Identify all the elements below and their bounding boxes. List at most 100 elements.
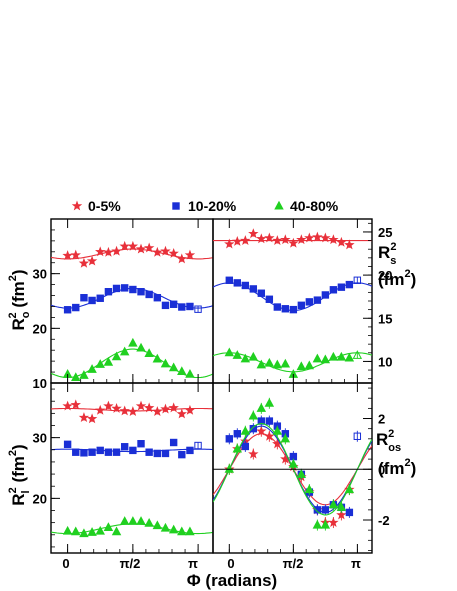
y-tick-label: 2 [378,412,385,427]
data-point [312,519,323,529]
y-tick-label: 30 [33,431,47,446]
data-point [152,246,163,257]
legend-marker [172,202,180,210]
legend-triangle-icon [274,200,284,210]
svg-text:(fm2): (fm2) [378,457,416,478]
x-tick-labels: 0 π/2 π 0 π/2 π [62,556,361,571]
data-point [313,506,322,514]
data-point [152,520,163,530]
data-point [265,417,274,425]
data-point [87,527,97,536]
data-point [194,441,202,450]
legend: 0-5% 10-20% 40-80% [71,198,339,214]
data-point [119,346,130,356]
svg-text:Ro2 (fm2): Ro2 (fm2) [7,269,32,330]
data-point [136,342,146,352]
data-point [336,502,347,511]
data-point [136,516,146,525]
y-tick-label: 0 [378,462,385,477]
data-point [264,232,275,243]
data-point [272,359,283,369]
series-40-80% [51,337,213,382]
data-point [119,516,130,525]
svg-text:Ros2: Ros2 [376,428,401,454]
data-point [104,448,113,456]
data-point [288,237,299,248]
data-point [62,400,73,411]
plot-area [213,397,372,531]
data-point [241,281,250,290]
data-point [178,450,186,459]
data-point [320,519,331,529]
data-point [248,448,259,459]
data-point [112,448,121,456]
data-point [129,285,137,294]
y-tick-label: 20 [33,491,47,506]
series-0-5% [213,228,372,250]
data-point [352,350,363,359]
data-point [168,524,179,534]
data-point [272,235,283,246]
y-tick-label: 15 [378,311,392,326]
data-point [177,526,187,536]
data-point [264,357,275,367]
data-point [328,499,339,509]
data-point [296,469,307,478]
data-point [240,235,251,246]
data-point [72,303,80,312]
y-tick-label: 10 [33,376,47,391]
data-point [178,303,186,311]
data-point [232,350,243,359]
data-point [184,249,196,260]
data-point [248,410,259,420]
legend-label-40-80: 40-80% [290,198,339,214]
legend-marker [274,200,284,210]
data-point [329,286,338,294]
data-point [111,526,122,536]
plot-area [213,228,372,378]
data-point [168,402,179,413]
data-point [72,448,80,456]
data-point [127,406,139,416]
y-tick-label: 25 [378,225,392,240]
data-point [111,403,122,413]
data-point [169,300,178,308]
data-point [336,236,347,247]
data-point [62,525,73,535]
data-point [248,228,259,239]
data-point [241,442,250,451]
data-point [96,294,104,302]
plot-area [51,399,213,538]
x-tick-label-0-right: 0 [227,556,234,571]
data-point [119,405,130,416]
data-point [103,522,114,531]
data-point [176,253,188,264]
data-point [103,356,114,366]
data-point [257,417,266,425]
data-point [320,354,331,364]
data-point [328,351,339,361]
data-point [120,443,129,451]
data-point [63,306,72,314]
data-point [79,528,89,538]
data-point [186,446,194,455]
data-point [103,246,114,257]
data-point [80,294,88,302]
data-point [353,276,362,284]
data-point [95,525,105,535]
data-point [264,430,275,441]
series-0-5% [51,399,213,424]
legend-label-0-5: 0-5% [88,198,121,214]
data-point [87,364,97,373]
x-tick-label-pi: π [188,556,198,571]
data-point [296,234,307,245]
data-point [224,347,235,357]
data-point [353,432,362,440]
data-point [177,366,187,376]
x-tick-label-0: 0 [62,556,69,571]
data-point [280,358,291,368]
series-10-20% [213,276,372,314]
data-point [145,290,153,299]
panel-frame [212,382,373,554]
